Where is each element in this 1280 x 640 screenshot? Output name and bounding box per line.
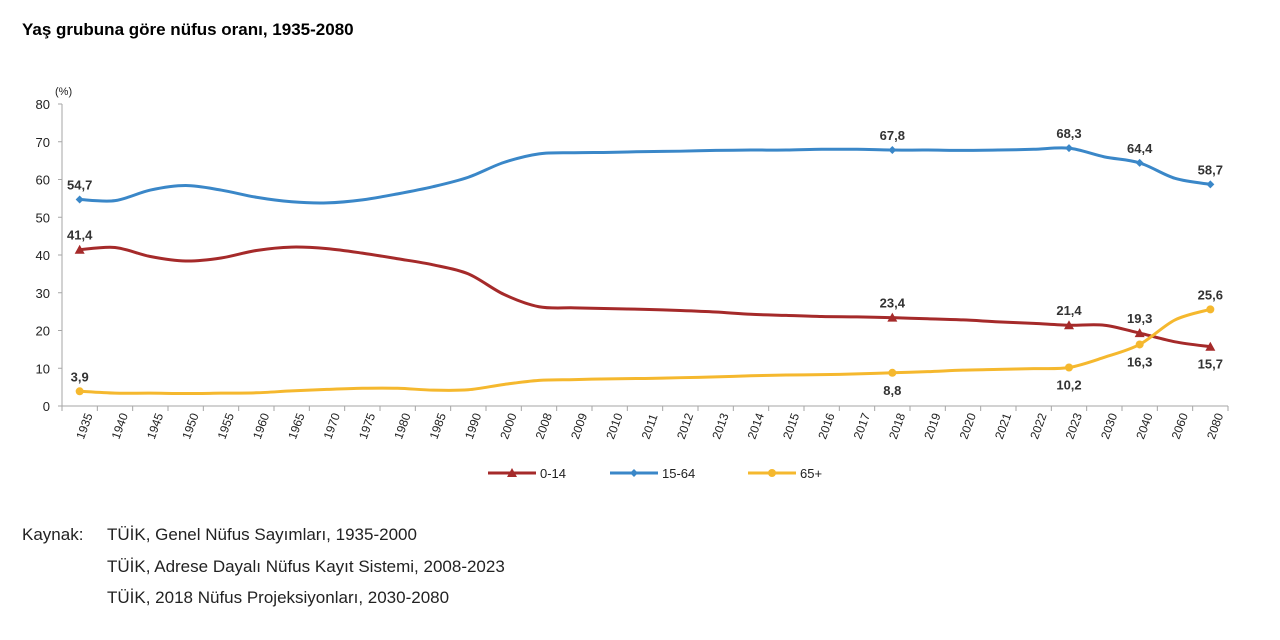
data-marker	[75, 387, 84, 396]
data-label: 16,3	[1127, 354, 1152, 369]
legend-label: 0-14	[540, 466, 566, 481]
x-tick-label: 2011	[639, 412, 661, 441]
x-tick-label: 2018	[886, 411, 908, 441]
x-tick-label: 1945	[144, 411, 166, 441]
x-tick-label: 2019	[921, 411, 943, 441]
series-line-65+	[79, 307, 1211, 396]
x-tick-label: 2010	[603, 411, 625, 441]
x-tick-label: 2000	[497, 411, 519, 441]
x-tick-label: 2008	[533, 411, 555, 441]
data-label: 64,4	[1127, 141, 1153, 156]
data-marker	[75, 195, 84, 204]
data-label: 25,6	[1198, 287, 1223, 302]
data-label: 8,8	[883, 383, 901, 398]
x-tick-label: 2012	[674, 411, 696, 441]
x-tick-label: 2030	[1098, 411, 1120, 441]
x-tick-label: 1975	[356, 411, 378, 441]
data-marker	[1064, 320, 1074, 330]
x-tick-label: 2040	[1133, 411, 1155, 441]
data-label: 67,8	[880, 128, 905, 143]
y-tick-label: 0	[43, 399, 50, 414]
data-label: 21,4	[1056, 303, 1082, 318]
y-axis-unit: (%)	[55, 86, 72, 98]
data-label: 15,7	[1198, 357, 1223, 372]
x-tick-label: 2020	[957, 411, 979, 441]
x-tick-label: 2080	[1204, 411, 1226, 441]
x-tick-label: 1970	[321, 411, 343, 441]
data-marker	[1135, 340, 1144, 349]
x-tick-label: 2022	[1027, 411, 1049, 441]
x-tick-label: 2015	[780, 411, 802, 441]
x-tick-label: 2017	[851, 411, 873, 441]
x-tick-label: 2009	[568, 411, 590, 441]
y-tick-label: 10	[36, 361, 50, 376]
data-label: 41,4	[67, 228, 93, 243]
data-marker	[887, 312, 898, 322]
x-tick-label: 1985	[427, 411, 449, 441]
source-label: Kaynak:	[22, 525, 84, 544]
data-label: 3,9	[71, 369, 89, 384]
y-tick-label: 50	[36, 210, 50, 225]
y-tick-label: 70	[36, 135, 50, 150]
data-marker	[1135, 158, 1144, 167]
x-tick-label: 1940	[109, 411, 131, 441]
x-tick-label: 2023	[1063, 411, 1085, 441]
legend-marker	[630, 469, 638, 477]
chart-title: Yaş grubuna göre nüfus oranı, 1935-2080	[22, 20, 354, 39]
source-line: TÜİK, 2018 Nüfus Projeksiyonları, 2030-2…	[107, 588, 450, 607]
y-tick-label: 20	[36, 324, 50, 339]
data-label: 58,7	[1198, 162, 1223, 177]
x-tick-label: 1965	[285, 411, 307, 441]
data-marker	[888, 368, 897, 377]
data-marker	[1206, 305, 1215, 314]
data-label: 10,2	[1056, 377, 1081, 392]
data-label: 68,3	[1056, 126, 1081, 141]
source-line: TÜİK, Genel Nüfus Sayımları, 1935-2000	[107, 525, 417, 544]
data-marker	[74, 244, 85, 254]
source-line: TÜİK, Adrese Dayalı Nüfus Kayıt Sistemi,…	[107, 557, 505, 576]
legend-label: 65+	[800, 466, 822, 481]
data-label: 54,7	[67, 178, 92, 193]
legend-label: 15-64	[662, 466, 695, 481]
x-tick-label: 1990	[462, 411, 484, 441]
x-tick-label: 1935	[73, 411, 95, 441]
x-tick-label: 1955	[215, 411, 237, 441]
x-tick-label: 1980	[391, 411, 413, 441]
data-label: 19,3	[1127, 311, 1152, 326]
data-marker	[1065, 363, 1073, 372]
legend-marker	[507, 468, 517, 477]
x-tick-label: 2013	[709, 411, 731, 441]
series-line-15-64	[79, 146, 1211, 205]
x-tick-label: 2014	[745, 411, 767, 441]
data-marker	[1206, 180, 1215, 189]
data-marker	[1134, 328, 1145, 338]
legend-marker	[768, 469, 776, 477]
y-tick-label: 60	[36, 173, 50, 188]
x-tick-label: 1950	[179, 411, 201, 441]
data-marker	[1205, 341, 1216, 351]
y-tick-label: 40	[36, 248, 50, 263]
x-tick-label: 2060	[1169, 411, 1191, 441]
x-tick-label: 1960	[250, 411, 272, 441]
series-line-0-14	[79, 245, 1211, 349]
y-tick-label: 30	[36, 286, 50, 301]
data-label: 23,4	[880, 296, 906, 311]
data-marker	[1065, 144, 1073, 153]
x-tick-label: 2016	[815, 411, 837, 441]
x-tick-label: 2021	[992, 411, 1014, 441]
data-marker	[888, 146, 897, 155]
y-tick-label: 80	[36, 97, 50, 112]
